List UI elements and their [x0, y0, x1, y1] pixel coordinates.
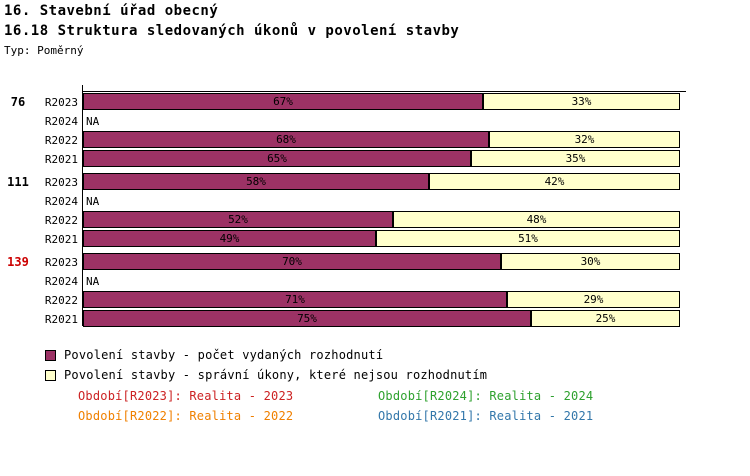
legend-item-label: Povolení stavby - správní úkony, které n… [64, 368, 488, 382]
bar-segment-decisions: 67% [83, 93, 483, 110]
legend: Povolení stavby - počet vydaných rozhodn… [45, 345, 487, 385]
legend-item-decisions: Povolení stavby - počet vydaných rozhodn… [45, 345, 487, 365]
bar-value-label: 48% [526, 213, 547, 226]
bar-value-label: 33% [571, 95, 592, 108]
period-label: R2023 [44, 256, 78, 269]
period-label: R2024 [44, 275, 78, 288]
na-label: NA [86, 195, 100, 208]
bar-value-label: 65% [267, 152, 287, 165]
bar-value-label: 51% [518, 232, 538, 245]
group-label: 76 [10, 95, 26, 109]
type-label: Typ: Poměrný [4, 44, 84, 57]
bar-segment-other-acts: 48% [393, 211, 680, 228]
period-label: R2021 [44, 313, 78, 326]
bar-value-label: 52% [228, 213, 248, 226]
bar-segment-decisions: 75% [83, 310, 531, 327]
plot-area: 76 R2023 67% 33% R2024 NA R2022 68% 32% R2021 65% 3… [7, 85, 686, 327]
footer-period-r2022: Období[R2022]: Realita - 2022 [78, 409, 294, 423]
period-label: R2022 [44, 134, 78, 147]
plot-top-line [82, 91, 686, 92]
group-label: 139 [7, 255, 29, 269]
period-label: R2023 [44, 96, 78, 109]
period-label: R2023 [44, 176, 78, 189]
period-label: R2022 [44, 294, 78, 307]
bar-segment-decisions: 52% [83, 211, 393, 228]
bar-segment-other-acts: 29% [507, 291, 680, 308]
bar-value-label: 70% [282, 255, 302, 268]
bar-value-label: 71% [285, 293, 305, 306]
bar-value-label: 67% [273, 95, 293, 108]
bar-segment-other-acts: 33% [483, 93, 680, 110]
report-title: 16. Stavební úřad obecný [4, 3, 219, 19]
period-label: R2024 [44, 195, 78, 208]
bar-segment-decisions: 71% [83, 291, 507, 308]
group-label: 111 [7, 175, 29, 189]
bar-value-label: 30% [580, 255, 601, 268]
bar-value-label: 35% [565, 152, 586, 165]
footer-period-r2024: Období[R2024]: Realita - 2024 [378, 389, 594, 403]
na-label: NA [86, 275, 100, 288]
bar-segment-other-acts: 51% [376, 230, 680, 247]
chart-title: 16.18 Struktura sledovaných úkonů v povo… [4, 23, 460, 39]
bar-segment-decisions: 58% [83, 173, 429, 190]
period-label: R2022 [44, 214, 78, 227]
na-label: NA [86, 115, 100, 128]
bar-segment-other-acts: 30% [501, 253, 680, 270]
legend-item-label: Povolení stavby - počet vydaných rozhodn… [64, 348, 384, 362]
bar-segment-decisions: 70% [83, 253, 501, 270]
legend-swatch-other-acts-icon [45, 369, 56, 381]
bar-segment-other-acts: 42% [429, 173, 680, 190]
bar-segment-other-acts: 32% [489, 131, 680, 148]
bar-value-label: 32% [574, 133, 595, 146]
bar-value-label: 68% [276, 133, 296, 146]
legend-item-other-acts: Povolení stavby - správní úkony, které n… [45, 365, 487, 385]
y-axis-line [82, 85, 83, 326]
period-label: R2021 [44, 233, 78, 246]
period-label: R2021 [44, 153, 78, 166]
legend-swatch-decisions-icon [45, 349, 56, 361]
bar-value-label: 75% [297, 312, 317, 325]
period-label: R2024 [44, 115, 78, 128]
footer-period-r2021: Období[R2021]: Realita - 2021 [378, 409, 594, 423]
bar-segment-decisions: 65% [83, 150, 471, 167]
bar-value-label: 49% [219, 232, 240, 245]
bar-value-label: 29% [583, 293, 604, 306]
bar-value-label: 42% [544, 175, 565, 188]
bar-segment-other-acts: 25% [531, 310, 680, 327]
bar-segment-decisions: 49% [83, 230, 376, 247]
bar-segment-decisions: 68% [83, 131, 489, 148]
bar-segment-other-acts: 35% [471, 150, 680, 167]
bar-value-label: 58% [246, 175, 266, 188]
footer-period-r2023: Období[R2023]: Realita - 2023 [78, 389, 294, 403]
bar-value-label: 25% [595, 312, 616, 325]
